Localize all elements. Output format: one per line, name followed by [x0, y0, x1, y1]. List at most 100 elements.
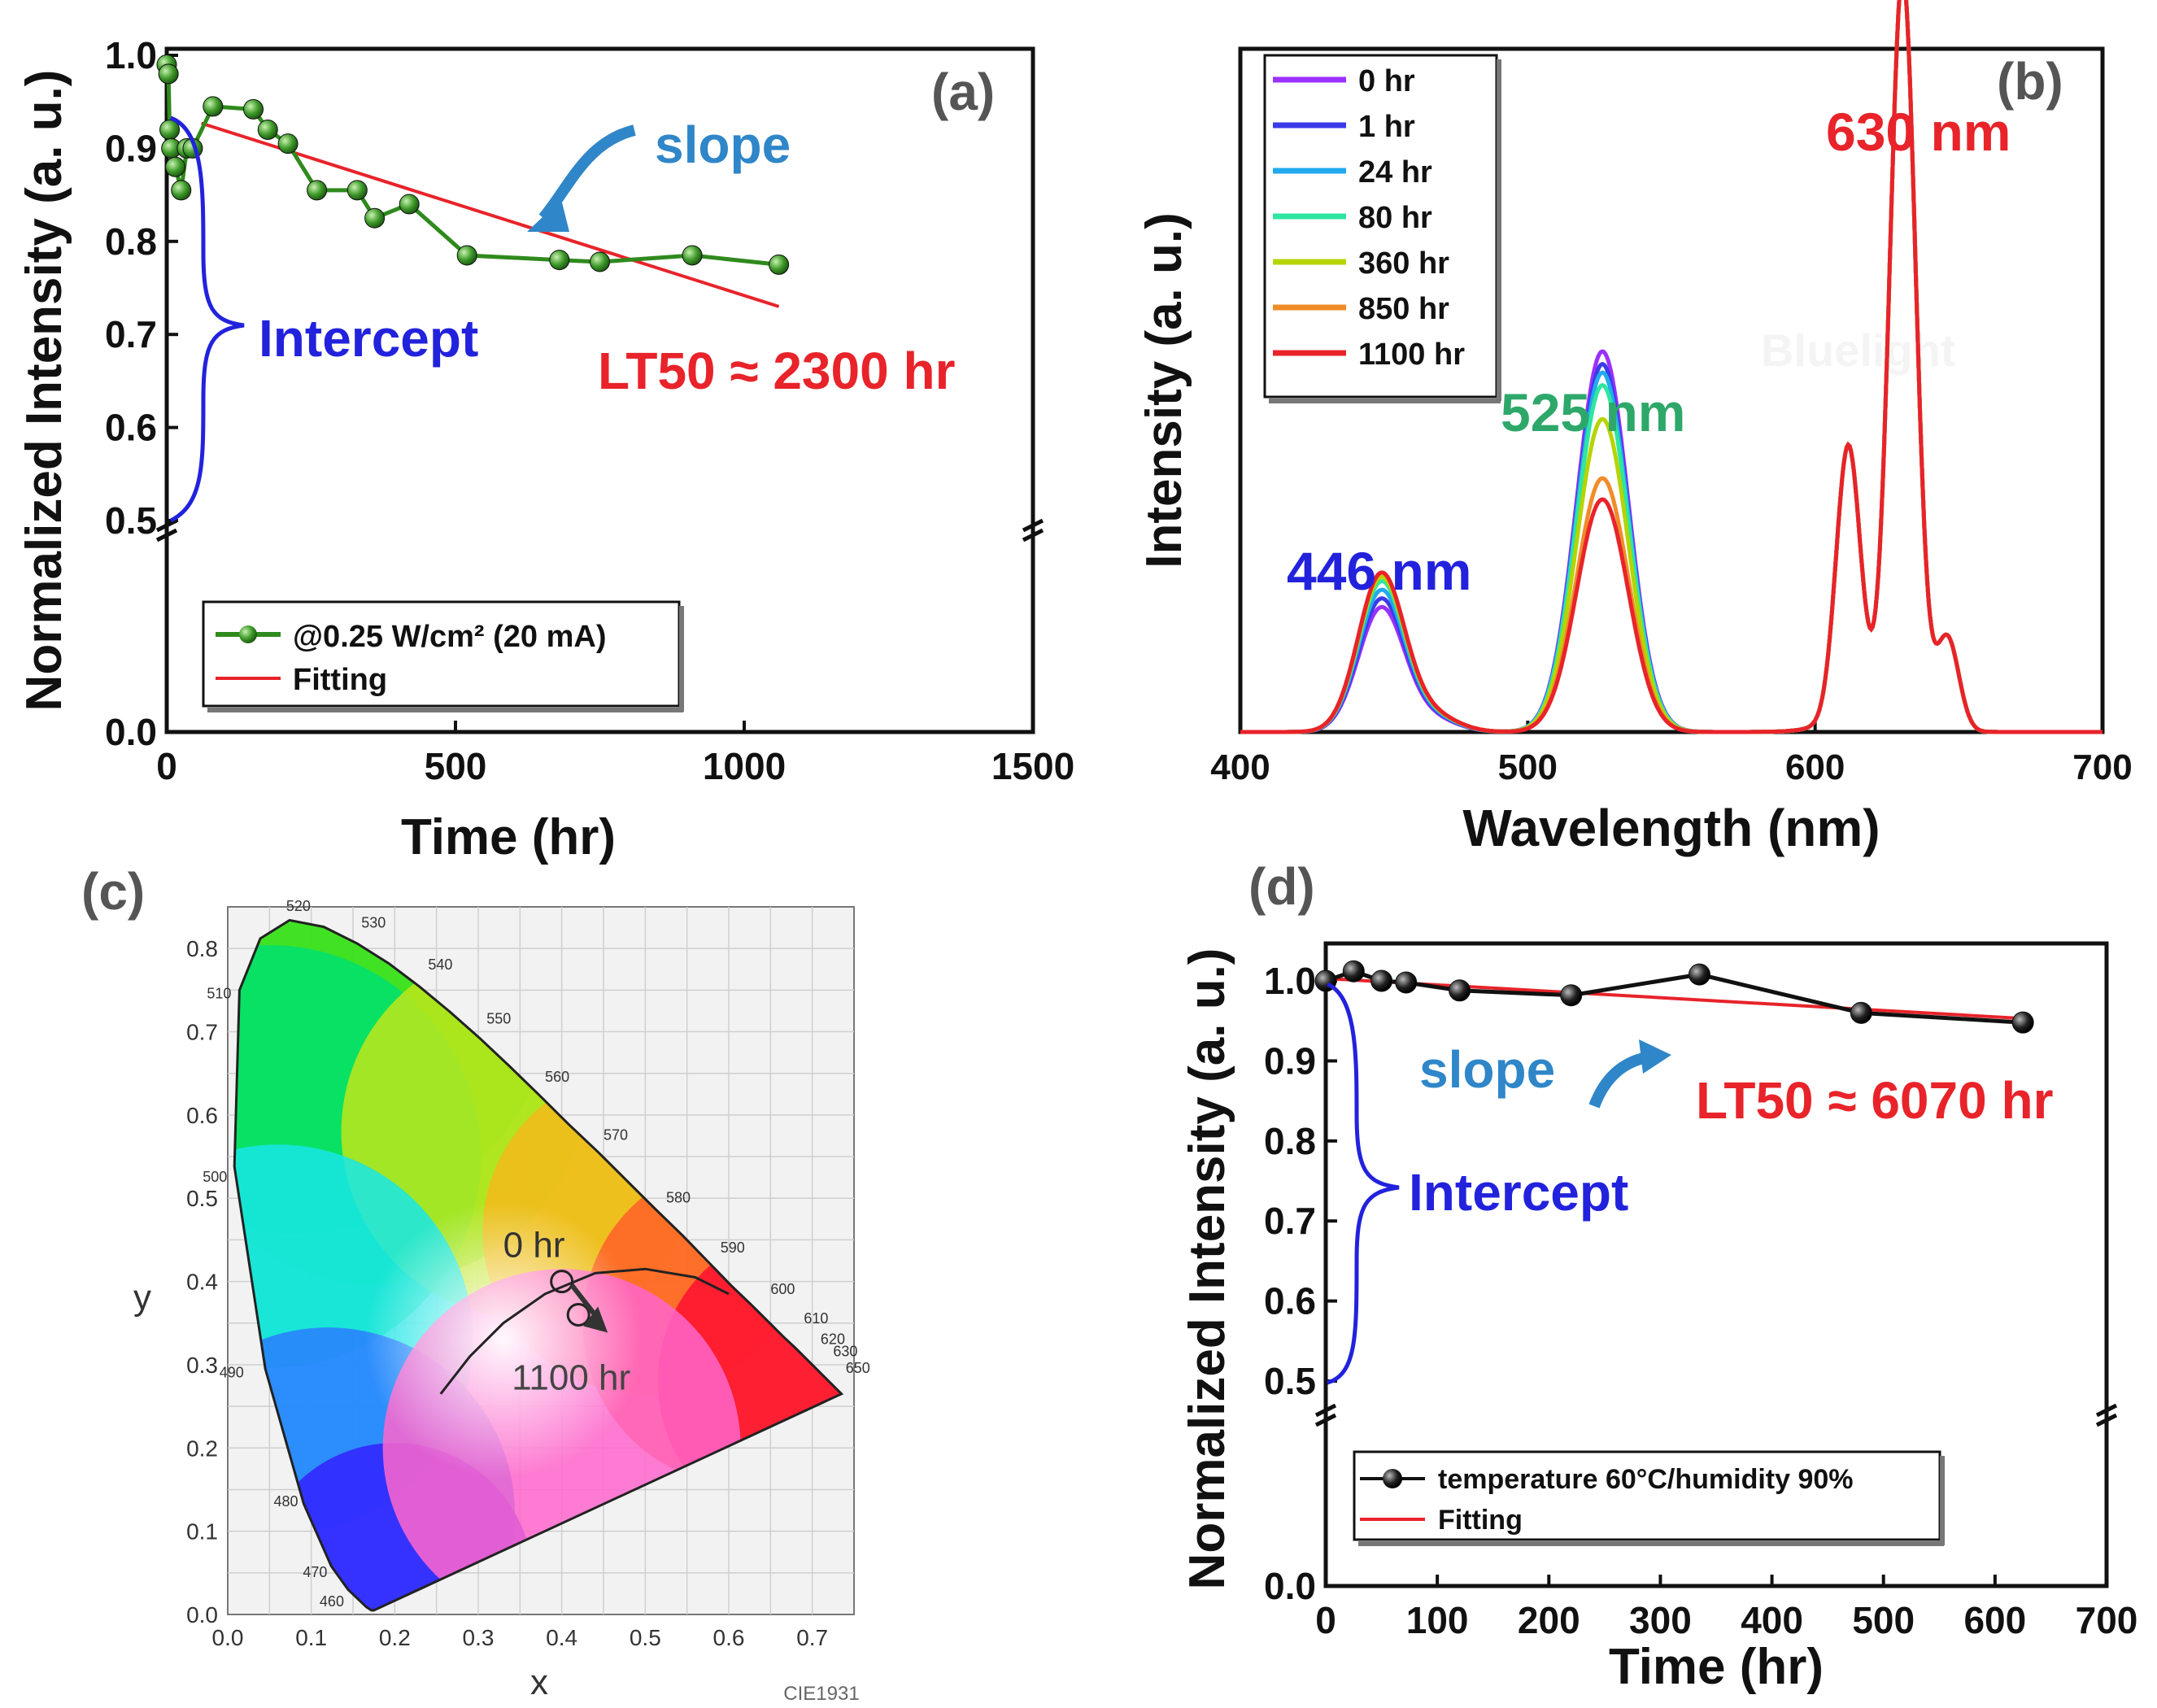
legend-label: 850 hr: [1358, 292, 1449, 326]
ytick-label: 0.3: [186, 1353, 218, 1378]
ytick-label: 0.7: [1264, 1200, 1316, 1242]
ytick-label: 1.0: [1264, 960, 1316, 1002]
cie-point: [550, 1270, 574, 1294]
locus-wavelength-label: 490: [220, 1364, 244, 1380]
locus-wavelength-label: 460: [320, 1593, 344, 1610]
data-point: [165, 156, 186, 177]
panel-a-label: (a): [931, 63, 995, 121]
data-point: [158, 63, 179, 85]
ytick-label: 0.4: [186, 1270, 218, 1295]
legend-label: 1100 hr: [1358, 338, 1465, 372]
legend-marker-black: [1383, 1469, 1402, 1488]
panel-a-slope-arrow: [538, 124, 636, 222]
ytick-label: 0.0: [1264, 1565, 1316, 1607]
data-point: [257, 120, 278, 141]
xtick-label: 700: [2072, 747, 2132, 787]
panel-a-lt50-label: LT50 ≈ 2300 hr: [598, 342, 955, 400]
legend-label: 0 hr: [1358, 64, 1415, 98]
panel-b-xlabel: Wavelength (nm): [1462, 799, 1880, 857]
panel-d-lt50-label: LT50 ≈ 6070 hr: [1696, 1071, 2053, 1130]
data-point: [1850, 1001, 1872, 1024]
locus-wavelength-label: 630: [833, 1344, 857, 1360]
panel-c-xlabel: x: [530, 1662, 548, 1702]
panel-b-ylabel: Intensity (a. u.): [1136, 212, 1192, 568]
locus-wavelength-label: 470: [303, 1564, 327, 1580]
panel-b-label: (b): [1997, 52, 2063, 111]
locus-wavelength-label: 520: [286, 898, 311, 914]
panel-a-legend-fit: Fitting: [293, 663, 387, 697]
ytick-label: 0.0: [105, 711, 157, 753]
xtick-label: 0.6: [713, 1625, 745, 1650]
xtick-label: 1000: [703, 745, 786, 787]
locus-wavelength-label: 540: [428, 956, 452, 973]
locus-wavelength-label: 560: [545, 1069, 569, 1085]
ytick-label: 1.0: [105, 34, 157, 76]
xtick-label: 500: [425, 745, 487, 787]
panel-a-intercept-brace: [169, 115, 245, 523]
xtick-label: 500: [1852, 1599, 1915, 1641]
panel-d-slope-label: slope: [1419, 1040, 1555, 1099]
panel-d-label: (d): [1248, 857, 1315, 916]
panel-d-legend-fit: Fitting: [1438, 1505, 1523, 1536]
data-point: [364, 207, 386, 229]
data-point: [1449, 979, 1471, 1002]
data-point: [1395, 971, 1418, 994]
locus-wavelength-label: 480: [273, 1493, 298, 1510]
xtick-label: 0.4: [546, 1625, 577, 1650]
data-point: [1342, 960, 1365, 983]
xtick-label: 600: [1963, 1599, 2026, 1641]
data-point: [1560, 984, 1583, 1007]
ytick-label: 0.5: [1264, 1360, 1316, 1402]
panel-a-slope-arrowhead: [527, 199, 569, 232]
ytick-label: 0.8: [186, 936, 218, 961]
panel-b-legend: 0 hr 1 hr 24 hr 80 hr 360 hr 850 hr 1100 hr: [1263, 54, 1501, 403]
panel-a-intercept-label: Intercept: [259, 309, 478, 368]
panel-c-ylabel: y: [133, 1278, 151, 1318]
data-point: [399, 194, 420, 215]
data-point: [769, 254, 790, 275]
ytick-label: 0.2: [186, 1436, 218, 1461]
peak-525-label: 525 nm: [1501, 382, 1685, 442]
panel-d-legend-series: temperature 60°C/humidity 90%: [1438, 1464, 1854, 1495]
data-point: [456, 245, 477, 266]
legend-label: 360 hr: [1358, 246, 1449, 281]
ytick-label: 0.8: [105, 220, 157, 263]
locus-wavelength-label: 650: [846, 1360, 870, 1376]
xtick-label: 200: [1518, 1599, 1580, 1641]
ytick-label: 0.6: [105, 407, 157, 449]
panel-d-intercept-brace: [1326, 982, 1400, 1385]
locus-wavelength-label: 500: [203, 1169, 227, 1185]
xtick-label: 600: [1785, 747, 1845, 787]
ytick-label: 0.6: [1264, 1280, 1316, 1322]
panel-d-xlabel: Time (hr): [1609, 1639, 1824, 1695]
locus-wavelength-label: 620: [821, 1331, 845, 1347]
locus-wavelength-label: 580: [666, 1189, 691, 1205]
data-point: [1370, 969, 1393, 992]
data-point: [346, 180, 368, 201]
data-point: [307, 180, 328, 201]
panel-b-frame: [1238, 46, 2105, 734]
xtick-label: 100: [1406, 1599, 1469, 1641]
peak-446-label: 446 nm: [1287, 541, 1471, 601]
xtick-label: 0.3: [463, 1625, 495, 1650]
ytick-label: 0.7: [105, 313, 157, 355]
panel-a-legend: @0.25 W/cm² (20 mA) Fitting: [202, 600, 684, 712]
xtick-label: 1500: [991, 745, 1074, 787]
panel-c-label: (c): [81, 862, 145, 921]
locus-wavelength-label: 590: [721, 1240, 745, 1256]
locus-wavelength-label: 550: [486, 1010, 511, 1026]
ytick-label: 0.9: [105, 127, 157, 169]
legend-marker-green: [239, 625, 257, 643]
cie-point-label: 1100 hr: [512, 1358, 630, 1398]
spectrum-line: [1240, 0, 2103, 734]
fitting-line: [200, 121, 780, 308]
shift-arrowhead: [583, 1306, 608, 1333]
xtick-label: 400: [1741, 1599, 1803, 1641]
panel-a-axis-break: [155, 518, 1044, 542]
panel-d: 0.0 0.5 0.6 0.7 0.8 0.9 1.0 0 100 200 300 400 500 60…: [1179, 857, 2137, 1695]
data-point: [171, 180, 192, 201]
xtick-label: 0.0: [212, 1625, 244, 1650]
locus-wavelength-label: 510: [207, 986, 231, 1002]
